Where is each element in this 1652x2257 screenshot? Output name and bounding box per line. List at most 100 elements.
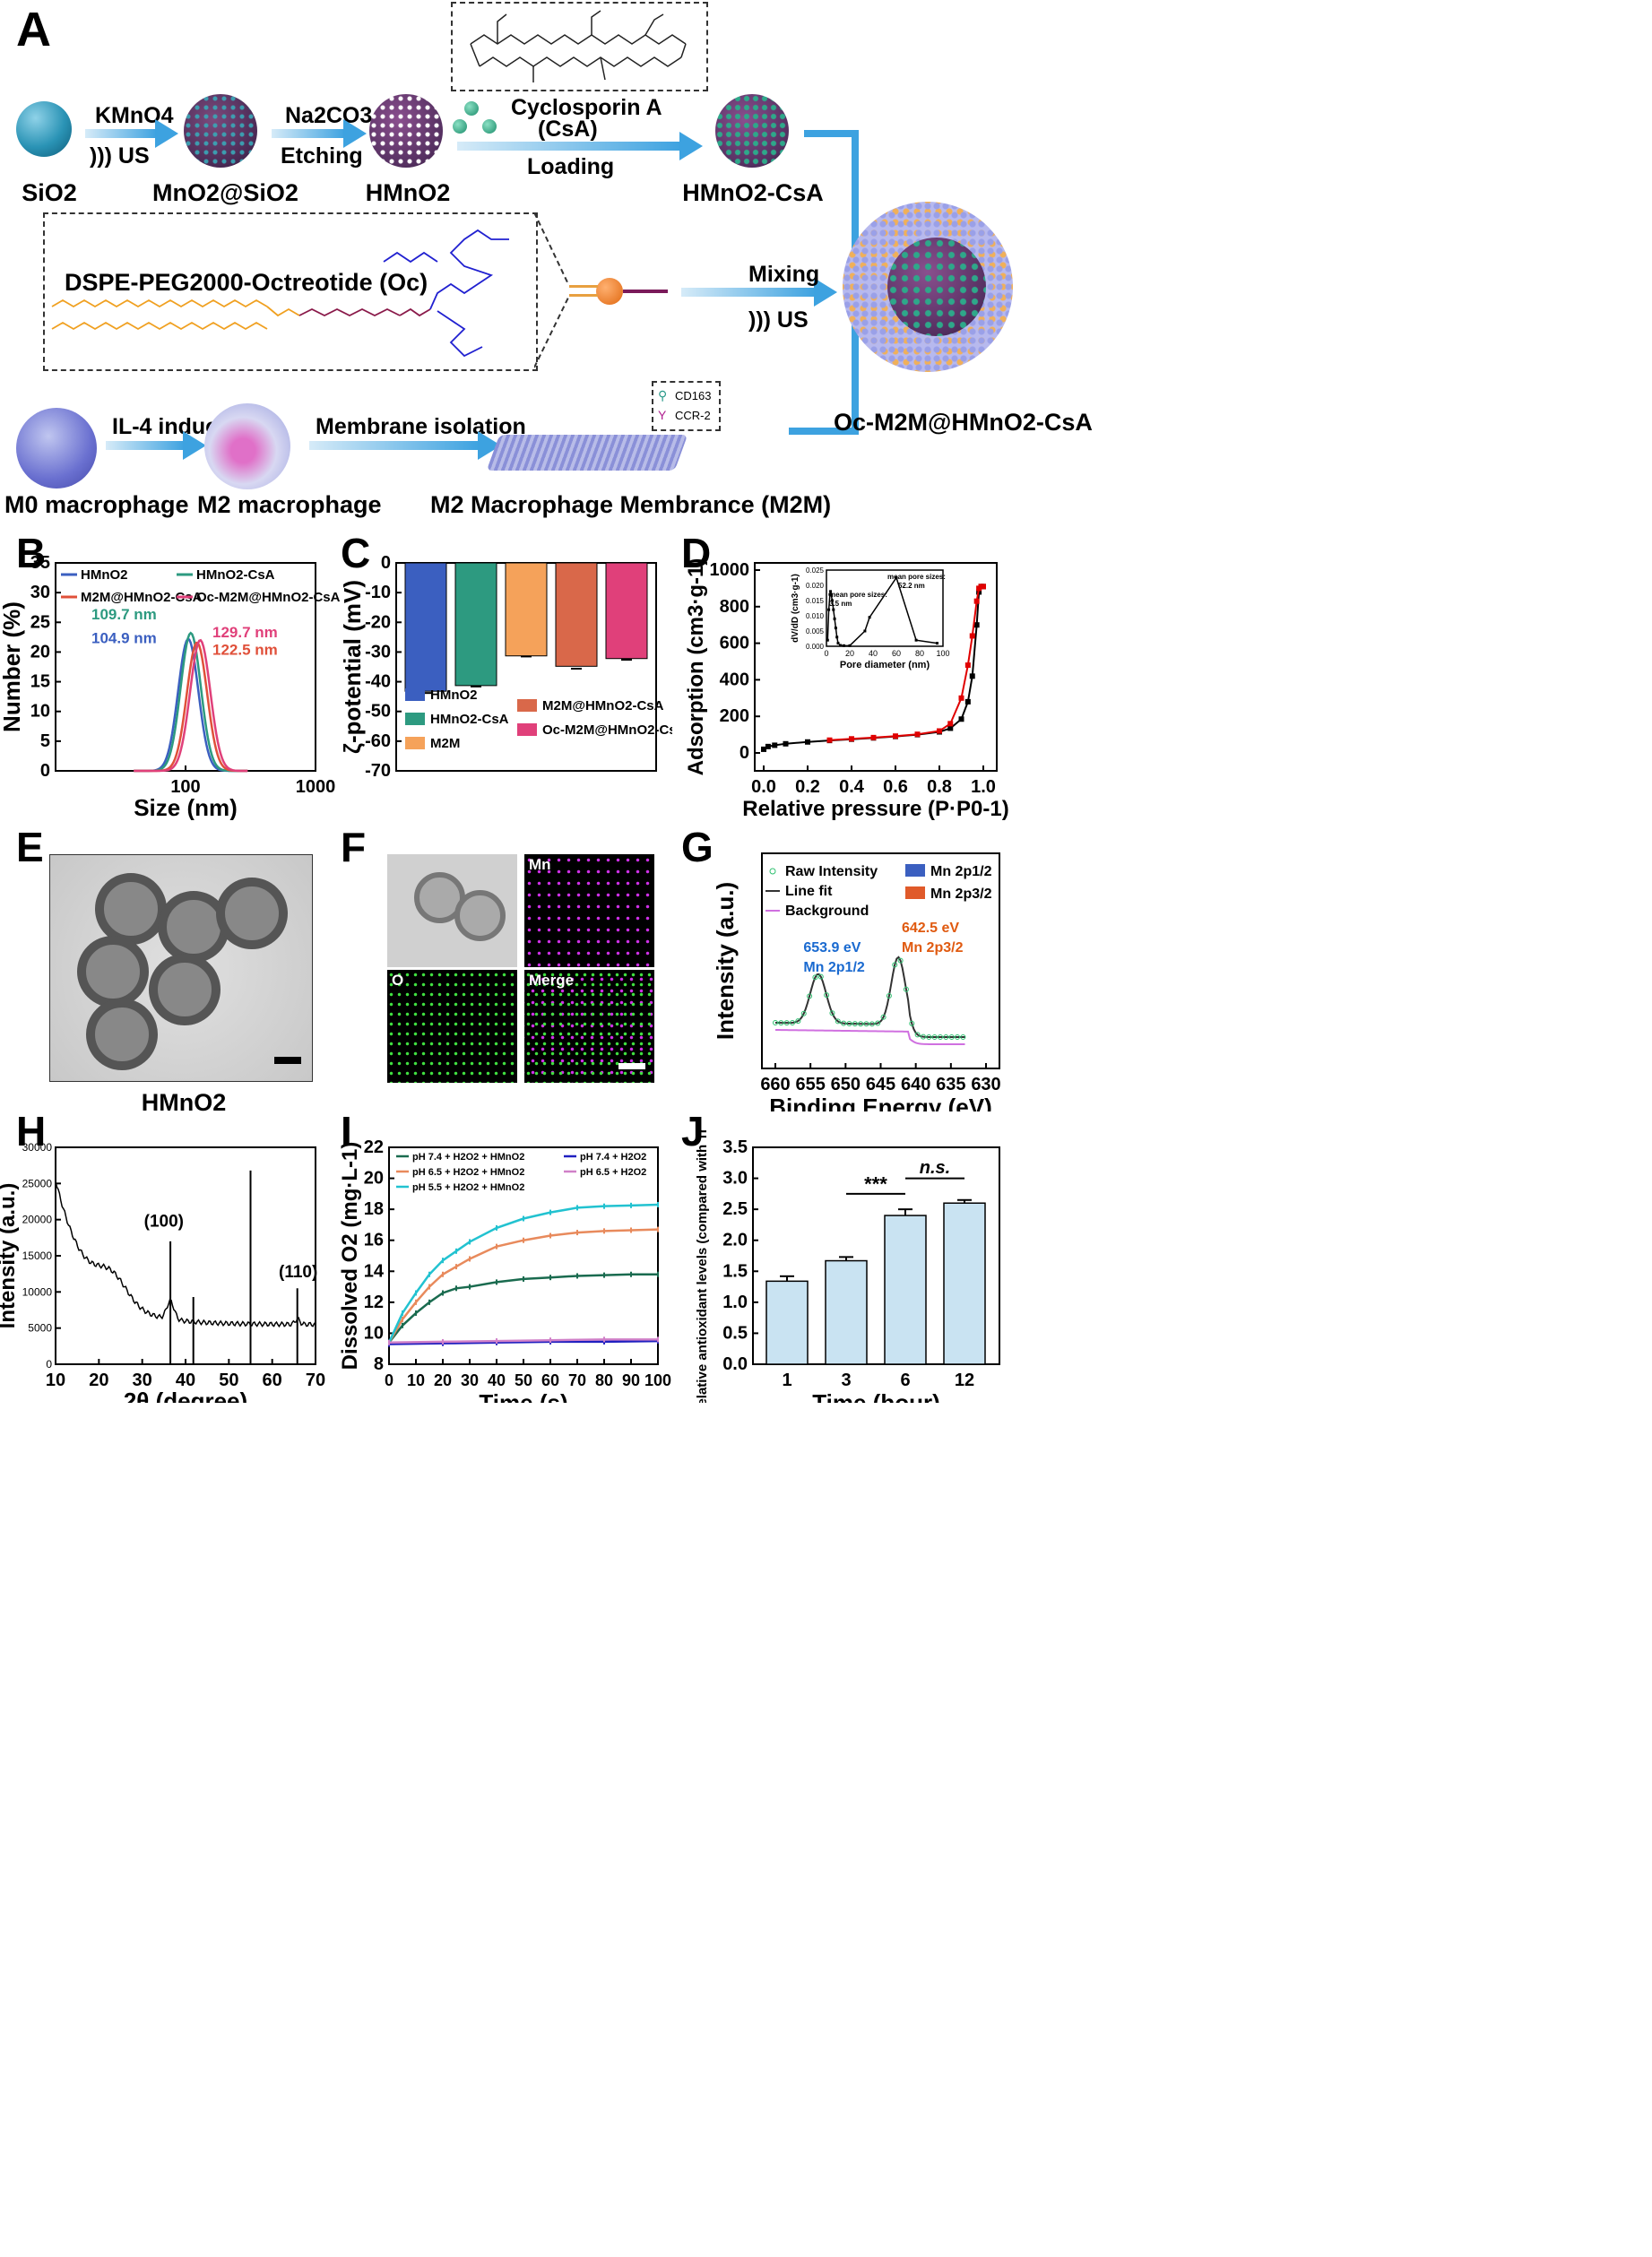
tem-particle: [216, 878, 288, 949]
x-tick-label: 0.0: [751, 777, 776, 797]
peak-annotation: 109.7 nm: [91, 606, 157, 623]
chart-d: 0 200 400 600 800 1000 0.0 0.2 0.4 0.6 0.8 1.0 0 20 40…: [684, 558, 1009, 820]
legend-swatch: [405, 737, 425, 749]
data-point: [826, 737, 833, 743]
raw-point: [948, 1033, 955, 1040]
y-axis-label: Dissolved O2 (mg·L-1): [341, 1142, 362, 1371]
x-tick-label: 10: [46, 1371, 65, 1390]
peak-annotation: (100): [144, 1213, 184, 1232]
series-line: [387, 1203, 659, 1344]
x-tick-label: 70: [568, 1371, 586, 1389]
legend-label: Oc-M2M@HMnO2-CsA: [196, 590, 341, 605]
y-axis-label: Intensity (a.u.): [712, 882, 739, 1040]
inset-y-tick-label: 0.020: [806, 582, 825, 590]
peak-annotation: 642.5 eV: [902, 921, 959, 936]
y-tick-label: 20: [364, 1169, 384, 1189]
y-tick-label: -10: [365, 583, 391, 602]
m2m-membrane: [486, 435, 688, 471]
legend-label: Oc-M2M@HMnO2-CsA: [542, 722, 672, 738]
m0-macrophage: [16, 408, 97, 489]
arrow-il4: [106, 431, 206, 460]
label-cd163: CD163: [675, 389, 712, 402]
hmno2-sphere: [369, 94, 443, 168]
y-axis-label: ζ-potential (mV): [341, 580, 366, 754]
data-point: [772, 742, 778, 748]
inset-annotation: mean pore sizes:: [887, 573, 946, 581]
arrow-mixing: [681, 278, 837, 307]
raw-point: [886, 992, 892, 999]
y-tick-label: -70: [365, 761, 391, 781]
y-tick-label: 12: [364, 1293, 384, 1312]
bar: [505, 562, 548, 657]
y-tick-label: 1000: [710, 560, 750, 580]
label-us-2: ))) US: [748, 307, 809, 333]
inset-point: [936, 642, 938, 645]
x-tick-label: 100: [644, 1371, 671, 1389]
peak-annotation: 122.5 nm: [212, 642, 278, 659]
x-tick-label: 655: [795, 1075, 825, 1094]
chart-b: 0 5 10 15 20 25 30 35 100 1000 HMnO2 HMnO2-CsA M2M@H…: [0, 553, 341, 820]
raw-point: [903, 986, 909, 992]
y-axis-label: Adsorption (cm3·g-1): [684, 558, 708, 776]
label-mixing: Mixing: [748, 262, 820, 287]
inset-point: [833, 617, 836, 620]
x-tick-label: 40: [176, 1371, 195, 1390]
inset-y-axis-label: dV/dD (cm3·g-1): [791, 574, 800, 643]
legend-label: M2M@HMnO2-CsA: [542, 698, 664, 713]
y-tick-label: 0: [40, 761, 50, 781]
lipid-tail-2: [569, 294, 598, 297]
inset-x-tick-label: 40: [869, 649, 878, 658]
data-point: [964, 662, 971, 669]
inset-point: [827, 608, 831, 611]
ccr2-icon: Y: [658, 408, 667, 422]
receptor-legend: ⚲ CD163 Y CCR-2: [652, 381, 721, 431]
y-tick-label: 35: [30, 553, 50, 573]
data-point: [976, 585, 982, 592]
data-point: [958, 695, 964, 701]
inset-point: [895, 576, 898, 579]
edx-o-label: O: [392, 972, 404, 989]
inset-point: [914, 638, 918, 642]
y-tick-label: -60: [365, 731, 391, 751]
inset-point: [863, 629, 867, 633]
x-tick-label: 50: [219, 1371, 238, 1390]
raw-point: [773, 1019, 778, 1025]
x-tick-label: 0.8: [927, 777, 952, 797]
y-tick-label: -30: [365, 642, 391, 662]
data-point: [783, 740, 789, 747]
label-hmno2-csa: HMnO2-CsA: [682, 179, 824, 206]
x-axis-label: Time (s): [479, 1389, 567, 1403]
y-tick-label: 0: [740, 743, 749, 763]
raw-point: [880, 1014, 887, 1020]
dspe-structure: [51, 229, 509, 358]
raw-point: [926, 1033, 932, 1040]
x-tick-label: 12: [955, 1371, 974, 1390]
dspe-structure-box: [43, 212, 538, 371]
chart-i: 8 10 12 14 16 18 20 22 0 10 20 30 40 50 60 70 80 90 100 pH …: [341, 1137, 671, 1403]
x-tick-label: 630: [971, 1075, 1000, 1094]
tem-particle: [77, 936, 149, 1007]
peg-chain: [623, 290, 668, 293]
legend-swatch: [517, 723, 537, 736]
inset-point: [843, 644, 845, 647]
edx-mn-map: Mn: [524, 854, 654, 967]
raw-point: [869, 1021, 875, 1027]
y-tick-label: 0: [381, 553, 391, 573]
inset-annotation: mean pore sizes:: [829, 591, 887, 599]
y-tick-label: 25000: [22, 1177, 53, 1189]
legend-swatch: [905, 886, 925, 899]
x-tick-label: 60: [263, 1371, 282, 1390]
panel-label-i: I: [341, 1108, 352, 1154]
x-axis-label: Time (hour): [812, 1389, 940, 1403]
x-tick-label: 20: [434, 1371, 452, 1389]
raw-point: [812, 974, 818, 981]
raw-point: [841, 1020, 847, 1026]
label-m2m: M2 Macrophage Membrance (M2M): [430, 491, 832, 518]
inset-y-tick-label: 0.010: [806, 612, 825, 620]
x-tick-label: 660: [760, 1075, 790, 1094]
bar: [605, 562, 648, 660]
panel-label-b: B: [16, 530, 47, 576]
inset-y-tick-label: 0.025: [806, 566, 825, 575]
inset-annotation: 52.2 nm: [898, 582, 925, 590]
series-line: [388, 1339, 659, 1345]
